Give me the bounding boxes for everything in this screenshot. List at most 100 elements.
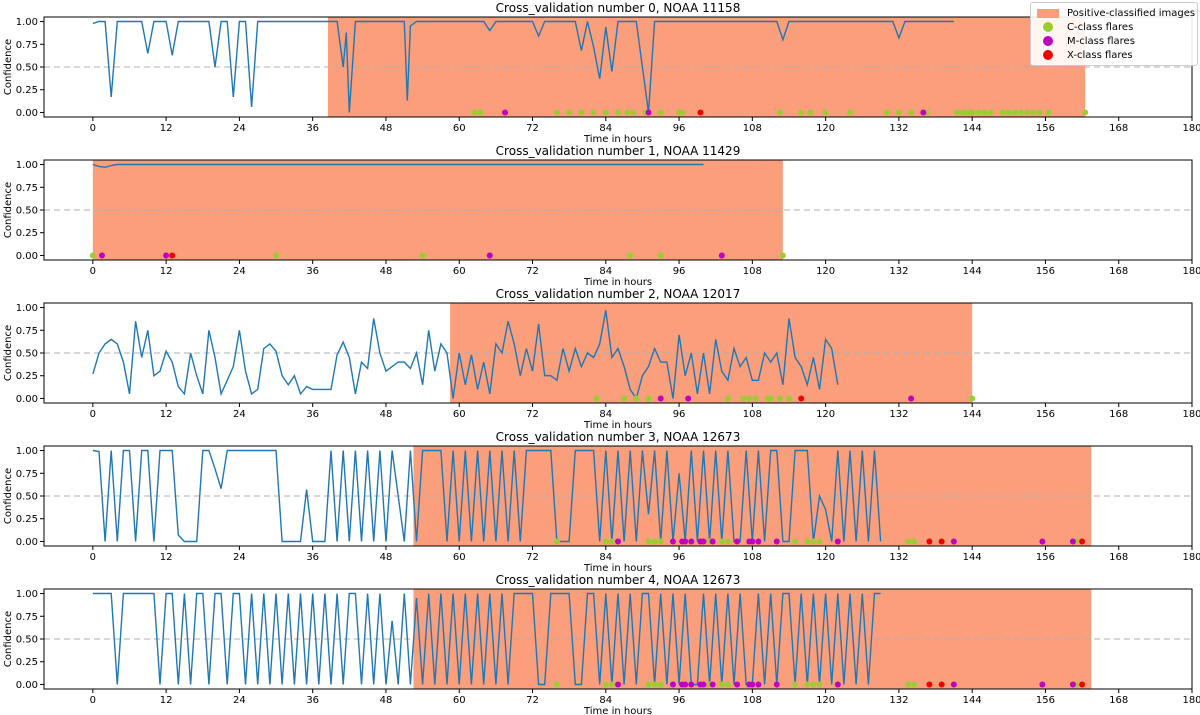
- m-class-flare: [834, 538, 841, 545]
- c-class-flare: [911, 681, 918, 688]
- x-axis-label: Time in hours: [583, 134, 652, 145]
- x-tick-label: 144: [963, 123, 982, 134]
- c-class-flare: [657, 109, 664, 116]
- m-class-flare: [709, 681, 716, 688]
- c-class-flare: [847, 109, 854, 116]
- c-class-flare: [621, 395, 628, 402]
- x-tick-label: 120: [816, 409, 835, 420]
- x-tick-label: 168: [1109, 695, 1128, 706]
- x-tick-label: 84: [599, 409, 612, 420]
- x-tick-label: 180: [1182, 266, 1200, 277]
- m-class-flare: [709, 538, 716, 545]
- chart-title: Cross_validation number 3, NOAA 12673: [496, 430, 741, 444]
- x-tick-label: 84: [599, 695, 612, 706]
- c-class-flare: [767, 395, 774, 402]
- c-class-flare: [602, 109, 609, 116]
- x-tick-label: 108: [743, 266, 762, 277]
- legend: Positive-classified images C-class flare…: [1030, 2, 1198, 66]
- m-class-flare: [1039, 681, 1046, 688]
- x-tick-label: 60: [453, 552, 466, 563]
- c-class-flare: [477, 109, 484, 116]
- c-class-flare: [792, 681, 799, 688]
- c-class-flare: [810, 681, 817, 688]
- x-tick-label: 36: [306, 552, 319, 563]
- x-tick-label: 72: [526, 266, 539, 277]
- legend-swatch-x-class: [1043, 50, 1053, 60]
- x-tick-label: 180: [1182, 409, 1200, 420]
- x-tick-label: 108: [743, 695, 762, 706]
- chart-panel-1: Cross_validation number 1, NOAA 11429 0 12…: [3, 144, 1200, 288]
- c-class-flare: [724, 681, 731, 688]
- y-axis-label: Confidence: [3, 611, 14, 667]
- m-class-flare: [682, 538, 689, 545]
- c-class-flare: [883, 109, 890, 116]
- c-class-flare: [651, 538, 658, 545]
- c-class-flare: [798, 109, 805, 116]
- confidence-line: [92, 592, 881, 686]
- x-tick-label: 0: [90, 552, 96, 563]
- x-tick-label: 36: [306, 123, 319, 134]
- c-class-flare: [1036, 109, 1043, 116]
- c-class-flare: [1024, 109, 1031, 116]
- x-tick-label: 180: [1182, 552, 1200, 563]
- c-class-flare: [630, 109, 637, 116]
- m-class-flare: [502, 109, 509, 116]
- x-tick-label: 24: [233, 552, 246, 563]
- x-tick-label: 96: [673, 266, 686, 277]
- c-class-flare: [627, 252, 634, 259]
- x-tick-label: 60: [453, 266, 466, 277]
- x-tick-label: 24: [233, 409, 246, 420]
- y-tick-label: 0.75: [16, 612, 38, 623]
- m-class-flare: [718, 252, 725, 259]
- y-tick-label: 0.00: [16, 394, 38, 405]
- x-tick-label: 120: [816, 123, 835, 134]
- y-tick-label: 1.00: [16, 17, 38, 28]
- c-class-flare: [566, 109, 573, 116]
- legend-label-x-class: X-class flares: [1067, 49, 1133, 61]
- x-tick-label: 180: [1182, 695, 1200, 706]
- y-tick-label: 0.25: [16, 85, 38, 96]
- x-class-flare: [938, 538, 945, 545]
- y-axis-label: Confidence: [3, 325, 14, 381]
- m-class-flare: [682, 681, 689, 688]
- m-class-flare: [1039, 538, 1046, 545]
- x-tick-label: 156: [1036, 123, 1055, 134]
- x-axis-label: Time in hours: [583, 277, 652, 288]
- m-class-flare: [669, 681, 676, 688]
- x-axis-label: Time in hours: [583, 563, 652, 574]
- x-tick-label: 72: [526, 123, 539, 134]
- x-tick-label: 144: [963, 552, 982, 563]
- chart-title: Cross_validation number 0, NOAA 11158: [496, 1, 741, 15]
- x-tick-label: 48: [380, 266, 393, 277]
- chart-title: Cross_validation number 1, NOAA 11429: [496, 144, 741, 158]
- chart-title: Cross_validation number 2, NOAA 12017: [496, 287, 741, 301]
- legend-swatch-m-class: [1043, 36, 1053, 46]
- x-tick-label: 108: [743, 409, 762, 420]
- c-class-flare: [740, 395, 747, 402]
- c-class-flare: [645, 395, 652, 402]
- x-class-flare: [938, 681, 945, 688]
- x-tick-label: 168: [1109, 552, 1128, 563]
- c-class-flare: [1045, 109, 1052, 116]
- m-class-flare: [950, 538, 957, 545]
- y-tick-label: 1.00: [16, 160, 38, 171]
- x-class-flare: [1079, 681, 1086, 688]
- c-class-flare: [624, 109, 631, 116]
- c-class-flare: [776, 109, 783, 116]
- x-tick-label: 156: [1036, 552, 1055, 563]
- y-tick-label: 0.50: [16, 492, 38, 503]
- x-tick-label: 12: [160, 123, 173, 134]
- c-class-flare: [746, 395, 753, 402]
- chart-title: Cross_validation number 4, NOAA 12673: [496, 573, 741, 587]
- c-class-flare: [471, 109, 478, 116]
- x-tick-label: 12: [160, 552, 173, 563]
- m-class-flare: [773, 538, 780, 545]
- c-class-flare: [553, 681, 560, 688]
- x-tick-label: 0: [90, 695, 96, 706]
- confidence-line: [92, 163, 704, 169]
- x-tick-label: 48: [380, 552, 393, 563]
- x-tick-label: 0: [90, 409, 96, 420]
- y-tick-label: 1.00: [16, 446, 38, 457]
- c-class-flare: [975, 109, 982, 116]
- y-tick-label: 1.00: [16, 303, 38, 314]
